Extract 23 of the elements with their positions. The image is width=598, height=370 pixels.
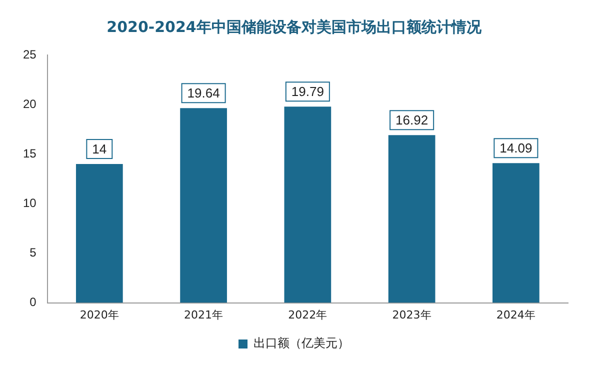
x-tick-label: 2020年 (80, 308, 119, 322)
y-tick-label: 5 (30, 246, 37, 260)
x-tick-label: 2023年 (392, 308, 432, 322)
chart-title: 2020-2024年中国储能设备对美国市场出口额统计情况 (106, 18, 482, 36)
bar (76, 164, 123, 303)
data-label: 14 (92, 142, 107, 157)
data-label: 16.92 (396, 112, 428, 128)
y-tick-label: 10 (22, 196, 37, 210)
x-tick-label: 2024年 (496, 308, 536, 322)
data-label: 19.79 (291, 84, 324, 100)
legend-label: 出口额（亿美元） (254, 336, 350, 350)
y-tick-label: 15 (22, 146, 37, 160)
bar (180, 108, 227, 303)
data-label: 19.64 (187, 86, 220, 101)
x-tick-label: 2021年 (184, 308, 224, 322)
x-tick-label: 2022年 (288, 308, 328, 322)
bar (388, 135, 436, 303)
bar (284, 106, 332, 303)
y-tick-label: 0 (30, 295, 37, 310)
data-label: 14.09 (500, 140, 532, 156)
y-tick-label: 20 (22, 96, 37, 111)
y-tick-label: 25 (22, 47, 37, 62)
bar (492, 163, 540, 303)
